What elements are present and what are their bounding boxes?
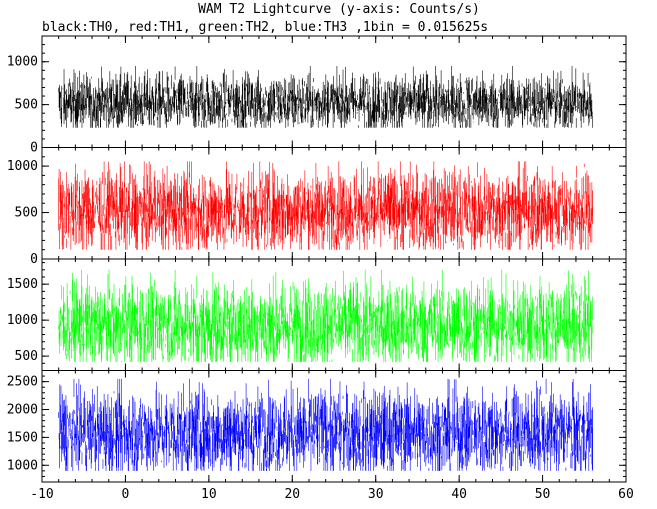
y-tick-label: 2000	[7, 403, 38, 418]
series-th1-trace	[58, 161, 593, 250]
series-th2-trace	[58, 269, 593, 362]
y-tick-label: 500	[15, 98, 38, 113]
x-tick-label: 0	[122, 487, 130, 502]
chart-title: WAM T2 Lightcurve (y-axis: Counts/s)	[198, 2, 480, 17]
x-tick-label: 10	[201, 487, 217, 502]
x-tick-label: 60	[618, 487, 634, 502]
y-tick-label: 1000	[7, 55, 38, 70]
panel-th0: 0 500 1000	[7, 35, 627, 156]
x-tick-label: 50	[535, 487, 551, 502]
y-tick-label: 1000	[7, 313, 38, 328]
series-th0-trace	[58, 66, 593, 128]
series-th3-trace	[58, 378, 593, 471]
x-tick-label: 40	[451, 487, 467, 502]
chart-subtitle: black:TH0, red:TH1, green:TH2, blue:TH3 …	[42, 20, 488, 35]
panel-th1: 0 500 1000	[7, 147, 627, 267]
x-tick-label: 20	[284, 487, 300, 502]
y-tick-label: 0	[30, 141, 38, 156]
y-tick-label: 1000	[7, 458, 38, 473]
y-tick-label: 500	[15, 206, 38, 221]
y-tick-label: 0	[30, 252, 38, 267]
panel-th2: 500 1000 1500	[7, 258, 627, 371]
panel-th3: 1000 1500 2000 2500	[7, 370, 627, 483]
y-tick-label: 1500	[7, 430, 38, 445]
y-tick-label: 2500	[7, 375, 38, 390]
x-tick-label: -10	[30, 487, 53, 502]
x-tick-label: 30	[368, 487, 384, 502]
panels-group: 0 500 1000 0 500 1000 500 1000 1500 1000 1500 2000 2…	[7, 35, 627, 483]
y-tick-label: 1000	[7, 159, 38, 174]
y-tick-label: 500	[15, 349, 38, 364]
y-tick-label: 1500	[7, 277, 38, 292]
x-axis: -10 0 10 20 30 40 50 60	[30, 487, 634, 502]
